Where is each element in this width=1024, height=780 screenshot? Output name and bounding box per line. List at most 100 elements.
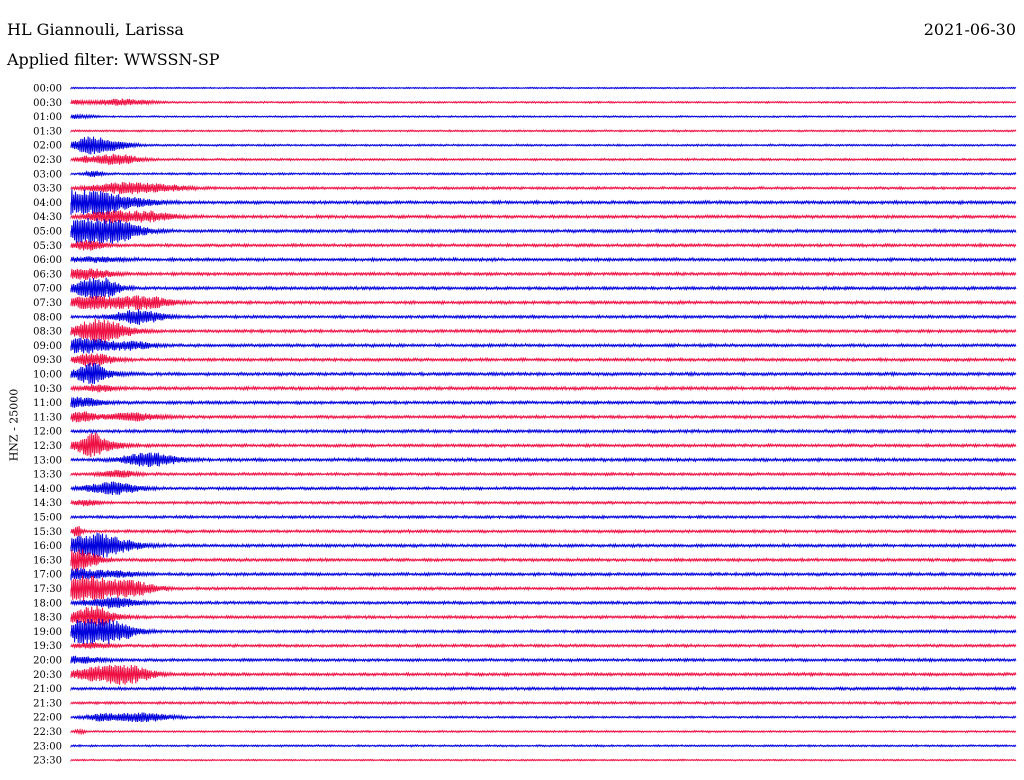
time-tick-label: 14:30 xyxy=(33,498,62,509)
time-tick-label: 13:00 xyxy=(33,455,62,466)
trace-line xyxy=(70,712,1017,723)
trace-line xyxy=(70,664,1017,685)
time-tick-label: 11:00 xyxy=(33,398,62,409)
time-tick-label: 21:00 xyxy=(33,684,62,695)
trace-line xyxy=(70,170,1017,178)
time-tick-label: 02:30 xyxy=(33,155,62,166)
time-tick-label: 08:00 xyxy=(33,312,62,323)
time-tick-label: 23:30 xyxy=(33,756,62,767)
trace-line xyxy=(70,210,1017,224)
trace-line xyxy=(70,605,1017,626)
station-title: HL Giannouli, Larissa xyxy=(7,20,184,39)
time-tick-label: 10:30 xyxy=(33,384,62,395)
time-tick-label: 21:30 xyxy=(33,698,62,709)
time-tick-label: 17:30 xyxy=(33,584,62,595)
trace-line xyxy=(70,353,1017,367)
time-tick-label: 04:30 xyxy=(33,212,62,223)
time-tick-label: 22:30 xyxy=(33,727,62,738)
trace-line xyxy=(70,432,1017,458)
trace-line xyxy=(70,153,1017,166)
filter-label: Applied filter: WWSSN-SP xyxy=(7,50,220,69)
time-tick-label: 15:00 xyxy=(33,513,62,524)
trace-line xyxy=(70,268,1017,280)
time-tick-label: 03:30 xyxy=(33,184,62,195)
trace-line xyxy=(70,597,1017,609)
time-tick-label: 13:30 xyxy=(33,470,62,481)
time-tick-label: 17:00 xyxy=(33,570,62,581)
time-tick-label: 00:30 xyxy=(33,98,62,109)
trace-line xyxy=(70,567,1017,581)
trace-line xyxy=(70,532,1017,559)
trace-line xyxy=(70,277,1017,300)
trace-line xyxy=(70,481,1017,496)
time-tick-label: 09:00 xyxy=(33,341,62,352)
trace-line xyxy=(70,384,1017,393)
trace-line xyxy=(70,309,1017,325)
time-tick-label: 03:00 xyxy=(33,169,62,180)
time-tick-label: 01:30 xyxy=(33,126,62,137)
time-tick-label: 06:00 xyxy=(33,255,62,266)
trace-line xyxy=(70,758,1017,762)
time-tick-label: 09:30 xyxy=(33,355,62,366)
time-tick-label: 18:30 xyxy=(33,613,62,624)
trace-line xyxy=(70,525,1017,537)
trace-line xyxy=(70,575,1017,602)
time-tick-label: 16:00 xyxy=(33,541,62,552)
trace-line xyxy=(70,136,1017,155)
time-tick-label: 04:00 xyxy=(33,198,62,209)
trace-line xyxy=(70,337,1017,354)
time-tick-label: 22:00 xyxy=(33,713,62,724)
time-tick-label: 06:30 xyxy=(33,269,62,280)
time-tick-label: 05:30 xyxy=(33,241,62,252)
time-tick-label: 10:00 xyxy=(33,370,62,381)
trace-line xyxy=(70,452,1017,468)
trace-line xyxy=(70,728,1017,736)
trace-line xyxy=(70,655,1017,664)
trace-line xyxy=(70,396,1017,408)
trace-line xyxy=(70,469,1017,478)
time-tick-label: 11:30 xyxy=(33,412,62,423)
time-tick-label: 08:30 xyxy=(33,327,62,338)
trace-line xyxy=(70,743,1017,748)
trace-line xyxy=(70,239,1017,251)
time-tick-label: 15:30 xyxy=(33,527,62,538)
time-tick-label: 19:30 xyxy=(33,641,62,652)
date-label: 2021-06-30 xyxy=(923,20,1016,39)
time-tick-label: 12:30 xyxy=(33,441,62,452)
trace-line xyxy=(70,128,1017,133)
trace-line xyxy=(70,411,1017,423)
time-tick-label: 07:00 xyxy=(33,284,62,295)
time-tick-label: 19:00 xyxy=(33,627,62,638)
time-tick-label: 14:00 xyxy=(33,484,62,495)
time-tick-label: 20:00 xyxy=(33,656,62,667)
trace-line xyxy=(70,549,1017,572)
trace-line xyxy=(70,514,1017,520)
time-tick-label: 02:00 xyxy=(33,141,62,152)
trace-line xyxy=(70,362,1017,385)
trace-line xyxy=(70,189,1017,216)
time-tick-label: 01:00 xyxy=(33,112,62,123)
trace-line xyxy=(70,217,1017,244)
trace-line xyxy=(70,700,1017,706)
time-tick-label: 00:00 xyxy=(33,84,62,95)
trace-line xyxy=(70,428,1017,435)
time-tick-label: 20:30 xyxy=(33,670,62,681)
trace-line xyxy=(70,98,1017,106)
trace-line xyxy=(70,86,1017,90)
time-tick-label: 16:30 xyxy=(33,555,62,566)
time-tick-label: 07:30 xyxy=(33,298,62,309)
trace-line xyxy=(70,642,1017,650)
trace-line xyxy=(70,499,1017,507)
trace-line xyxy=(70,618,1017,645)
trace-line xyxy=(70,295,1017,310)
trace-line xyxy=(70,318,1017,344)
trace-line xyxy=(70,113,1017,120)
trace-line xyxy=(70,685,1017,692)
time-tick-label: 12:00 xyxy=(33,427,62,438)
trace-line xyxy=(70,182,1017,195)
time-tick-label: 23:00 xyxy=(33,741,62,752)
trace-line xyxy=(70,255,1017,264)
time-tick-label: 05:00 xyxy=(33,227,62,238)
time-tick-label: 18:00 xyxy=(33,598,62,609)
